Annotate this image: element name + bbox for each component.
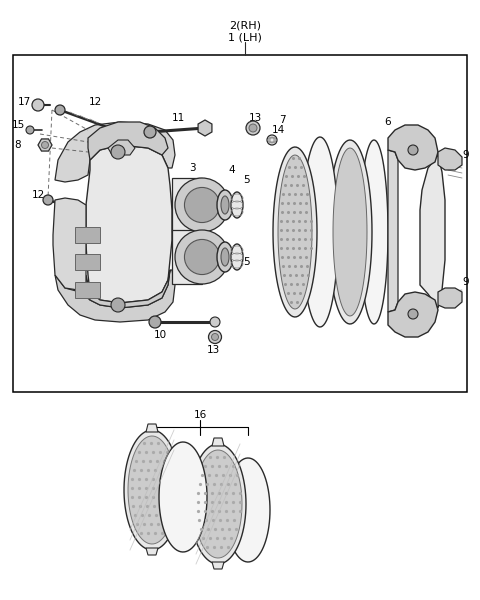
Text: 1 (LH): 1 (LH) [228, 32, 262, 42]
Ellipse shape [217, 242, 233, 272]
Polygon shape [86, 270, 170, 308]
Ellipse shape [221, 248, 229, 266]
Text: 15: 15 [12, 120, 24, 130]
Polygon shape [194, 450, 242, 558]
Text: 12: 12 [88, 97, 102, 107]
Ellipse shape [249, 124, 257, 132]
Ellipse shape [208, 331, 221, 343]
Circle shape [41, 142, 48, 148]
Bar [13, 55, 467, 392]
Ellipse shape [246, 121, 260, 135]
Polygon shape [388, 150, 398, 312]
Polygon shape [190, 444, 246, 564]
Text: 5: 5 [244, 175, 250, 185]
Polygon shape [388, 292, 438, 337]
Polygon shape [55, 122, 175, 182]
Polygon shape [212, 438, 224, 446]
Circle shape [149, 316, 161, 328]
Polygon shape [226, 458, 270, 562]
Polygon shape [124, 430, 180, 550]
Ellipse shape [212, 334, 218, 340]
Polygon shape [172, 178, 202, 232]
Circle shape [111, 298, 125, 312]
Polygon shape [273, 147, 317, 317]
Ellipse shape [267, 135, 277, 145]
Polygon shape [302, 137, 338, 327]
Text: 13: 13 [248, 113, 262, 123]
Polygon shape [420, 155, 445, 308]
Text: 8: 8 [15, 140, 21, 150]
Polygon shape [146, 424, 158, 432]
Polygon shape [108, 140, 135, 155]
Polygon shape [75, 254, 100, 270]
Polygon shape [438, 288, 462, 308]
Text: 12: 12 [31, 190, 45, 200]
Text: 14: 14 [271, 125, 285, 135]
Ellipse shape [184, 187, 219, 223]
Text: 6: 6 [384, 117, 391, 127]
Polygon shape [159, 442, 207, 552]
Polygon shape [438, 148, 462, 170]
Polygon shape [212, 562, 224, 569]
Ellipse shape [231, 244, 243, 270]
Text: 4: 4 [228, 247, 235, 257]
Circle shape [144, 126, 156, 138]
Text: 5: 5 [244, 257, 250, 267]
Text: 10: 10 [154, 330, 167, 340]
Polygon shape [75, 282, 100, 298]
Text: 16: 16 [193, 410, 206, 420]
Ellipse shape [175, 230, 229, 284]
Text: 9: 9 [463, 277, 469, 287]
Polygon shape [88, 122, 168, 160]
Polygon shape [278, 155, 312, 309]
Polygon shape [128, 436, 176, 544]
Polygon shape [86, 145, 172, 303]
Ellipse shape [175, 178, 229, 232]
Polygon shape [146, 548, 158, 555]
Polygon shape [333, 148, 367, 316]
Text: 7: 7 [279, 115, 285, 125]
Text: 3: 3 [189, 163, 195, 173]
Polygon shape [55, 270, 175, 322]
Text: 2(RH): 2(RH) [229, 20, 261, 30]
Circle shape [210, 317, 220, 327]
Text: 3: 3 [189, 245, 195, 255]
Ellipse shape [217, 190, 233, 220]
Polygon shape [75, 227, 100, 243]
Ellipse shape [221, 196, 229, 214]
Polygon shape [172, 230, 202, 284]
Text: 13: 13 [206, 345, 220, 355]
Text: 11: 11 [171, 113, 185, 123]
Circle shape [32, 99, 44, 111]
Circle shape [408, 309, 418, 319]
Polygon shape [53, 198, 86, 290]
Circle shape [55, 105, 65, 115]
Polygon shape [388, 125, 438, 170]
Text: 17: 17 [17, 97, 31, 107]
Circle shape [26, 126, 34, 134]
Ellipse shape [231, 192, 243, 218]
Polygon shape [198, 120, 212, 136]
Circle shape [408, 145, 418, 155]
Polygon shape [360, 140, 388, 324]
Circle shape [111, 145, 125, 159]
Ellipse shape [184, 239, 219, 275]
Text: 9: 9 [463, 150, 469, 160]
Text: 4: 4 [228, 165, 235, 175]
Polygon shape [328, 140, 372, 324]
Circle shape [43, 195, 53, 205]
Polygon shape [38, 139, 52, 151]
